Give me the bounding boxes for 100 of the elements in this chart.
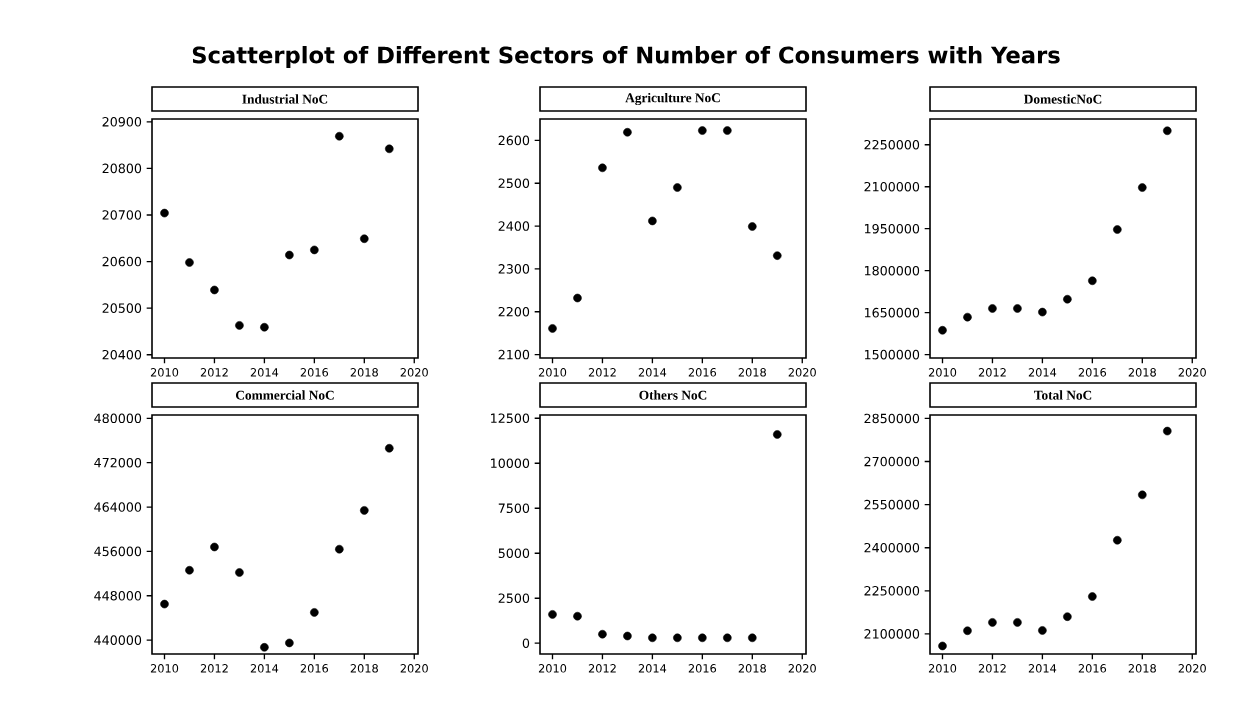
point	[1013, 618, 1022, 627]
x-tick-label: 2016	[1078, 664, 1107, 673]
point	[1138, 183, 1147, 192]
x-tick-label: 2010	[150, 368, 179, 377]
point	[235, 321, 244, 330]
x-tick-label: 2012	[978, 368, 1006, 377]
point	[938, 326, 947, 335]
point	[648, 633, 657, 643]
point	[360, 506, 369, 515]
x-tick-label: 2014	[1028, 368, 1057, 377]
chart-title: Total NoC	[1034, 390, 1092, 400]
x-tick-label: 2018	[350, 664, 378, 673]
y-tick-label: 2700000	[864, 456, 920, 467]
x-tick-label: 2010	[928, 368, 957, 377]
point	[598, 163, 607, 173]
x-tick-label: 2012	[588, 368, 616, 377]
x-tick-label: 2014	[638, 368, 667, 377]
y-tick-label: 1500000	[864, 349, 920, 360]
y-tick-label: 1650000	[864, 307, 920, 318]
point	[623, 128, 632, 137]
chart-title: Others NoC	[639, 390, 707, 400]
point	[648, 216, 657, 226]
y-tick-label: 456000	[94, 546, 142, 557]
x-tick-label: 2014	[638, 664, 667, 673]
y-tick-label: 20900	[102, 116, 142, 127]
x-tick-label: 2012	[200, 368, 228, 377]
point	[1113, 535, 1122, 545]
y-tick-label: 1800000	[864, 265, 920, 276]
text: Scatterplot of Different Sectors of Number of Consumers with Years	[192, 46, 1060, 68]
point	[723, 126, 732, 135]
y-tick-label: 464000	[94, 502, 142, 512]
y-tick-label: 2550000	[864, 499, 920, 510]
y-tick-label: 2250000	[864, 586, 920, 596]
x-tick-label: 2012	[978, 664, 1006, 673]
point	[385, 144, 394, 154]
point	[360, 234, 369, 243]
point	[310, 608, 319, 617]
x-tick-label: 2010	[538, 368, 567, 377]
x-tick-label: 2018	[738, 368, 766, 377]
point	[285, 638, 294, 648]
point	[598, 629, 607, 639]
y-tick-label: 2500	[498, 593, 530, 604]
point	[310, 245, 319, 255]
y-tick-label: 2200	[498, 306, 530, 317]
point	[210, 285, 219, 295]
x-tick-label: 2016	[300, 664, 329, 673]
point	[160, 208, 169, 218]
y-tick-label: 2100000	[864, 629, 920, 639]
x-tick-label: 2016	[688, 368, 717, 377]
y-tick-label: 7500	[498, 503, 530, 514]
y-tick-label: 20400	[102, 349, 142, 360]
x-tick-label: 2020	[788, 368, 816, 377]
point	[260, 322, 269, 332]
point	[1038, 307, 1047, 317]
x-tick-label: 2010	[538, 664, 567, 673]
x-tick-label: 2016	[300, 368, 329, 377]
y-tick-label: 0	[522, 638, 530, 648]
x-tick-label: 2020	[400, 368, 428, 377]
point	[260, 643, 269, 652]
x-tick-label: 2020	[400, 664, 428, 673]
point	[335, 544, 344, 554]
x-tick-label: 2016	[688, 664, 717, 673]
point	[573, 611, 582, 621]
y-tick-label: 2100	[498, 349, 530, 360]
point	[1113, 225, 1122, 234]
x-tick-label: 2020	[1178, 664, 1206, 673]
point	[335, 131, 344, 141]
x-tick-label: 2016	[1078, 368, 1107, 377]
point	[748, 633, 757, 643]
x-tick-label: 2010	[928, 664, 957, 673]
point	[548, 610, 557, 619]
y-tick-label: 20500	[102, 303, 142, 313]
point	[773, 251, 782, 260]
point	[1138, 490, 1147, 500]
point	[1163, 426, 1172, 436]
point	[673, 633, 682, 643]
point	[235, 568, 244, 577]
y-tick-label: 10000	[491, 458, 530, 469]
y-tick-label: 20700	[102, 210, 142, 220]
x-tick-label: 2020	[1178, 368, 1206, 377]
x-tick-label: 2010	[150, 664, 179, 673]
y-tick-label: 5000	[498, 548, 530, 559]
y-tick-label: 2250000	[864, 139, 920, 150]
point	[1163, 126, 1172, 136]
point	[573, 293, 582, 303]
point	[285, 250, 294, 260]
point	[1088, 276, 1097, 286]
y-tick-label: 2850000	[864, 413, 920, 424]
point	[963, 626, 972, 635]
x-tick-label: 2018	[350, 368, 378, 377]
y-tick-label: 2100000	[864, 181, 920, 192]
x-tick-label: 2014	[250, 664, 279, 673]
y-tick-label: 472000	[94, 457, 142, 468]
point	[698, 126, 707, 135]
y-tick-label: 20600	[102, 256, 142, 267]
point	[1013, 304, 1022, 313]
x-tick-label: 2012	[200, 664, 228, 673]
x-tick-label: 2012	[588, 664, 616, 673]
y-tick-label: 2600	[498, 135, 530, 146]
point	[385, 444, 394, 453]
